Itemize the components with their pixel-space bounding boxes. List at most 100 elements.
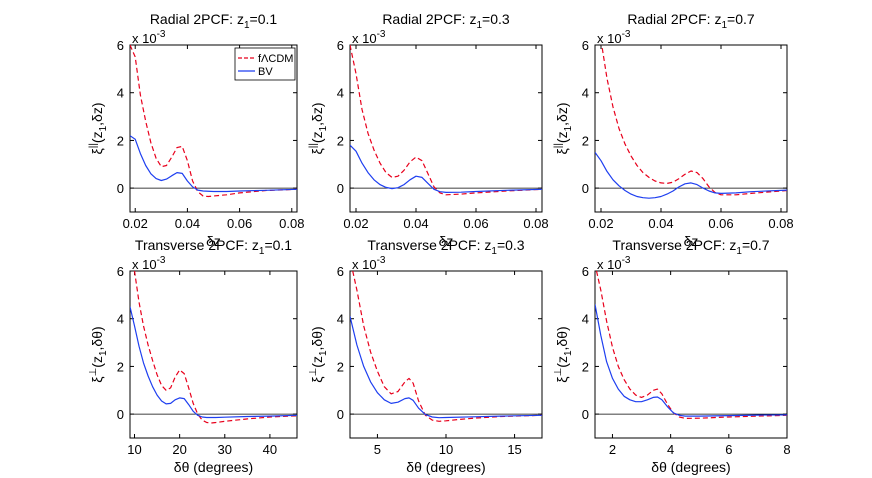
- series-line-bv: [595, 152, 787, 199]
- series-line-flcdm: [350, 45, 542, 196]
- y-exponent-label: x 10-3: [352, 29, 386, 46]
- plot-frame: [594, 270, 788, 439]
- x-axis-label: δz: [206, 233, 221, 249]
- y-tick-label: 2: [582, 359, 589, 374]
- x-tick-label: 0.06: [708, 216, 733, 231]
- y-axis-label: ξ⊥(z1,δθ): [553, 326, 574, 382]
- x-tick-label: 20: [172, 442, 186, 457]
- y-tick-label: 0: [117, 407, 124, 422]
- series-line-flcdm: [595, 271, 787, 419]
- plot-frame: [129, 270, 298, 439]
- series-line-flcdm: [133, 271, 297, 424]
- y-tick-label: 0: [117, 181, 124, 196]
- legend-box: [234, 47, 296, 81]
- y-tick-label: 6: [582, 38, 589, 53]
- series-line-flcdm: [130, 45, 297, 198]
- x-tick-label: 0.02: [588, 216, 613, 231]
- y-tick-label: 0: [337, 407, 344, 422]
- y-tick-label: 2: [117, 133, 124, 148]
- series-line-bv: [130, 135, 297, 193]
- series-line-flcdm: [352, 271, 542, 422]
- y-exponent-label: x 10-3: [132, 29, 166, 46]
- x-tick-label: 10: [439, 442, 453, 457]
- y-exponent-label: x 10-3: [597, 255, 631, 272]
- x-tick-label: 0.06: [463, 216, 488, 231]
- legend-entry: BV: [258, 66, 273, 78]
- x-axis-label: δθ (degrees): [651, 459, 730, 475]
- x-tick-label: 10: [127, 442, 141, 457]
- x-tick-label: 8: [783, 442, 790, 457]
- y-exponent-label: x 10-3: [352, 255, 386, 272]
- y-tick-label: 6: [117, 264, 124, 279]
- y-exponent-label: x 10-3: [597, 29, 631, 46]
- x-tick-label: 0.02: [123, 216, 148, 231]
- panel-title: Transverse 2PCF: z1=0.3: [367, 237, 524, 257]
- x-tick-label: 0.06: [227, 216, 252, 231]
- x-axis-label: δθ (degrees): [174, 459, 253, 475]
- y-tick-label: 2: [337, 359, 344, 374]
- x-tick-label: 30: [218, 442, 232, 457]
- plot-frame: [349, 270, 543, 439]
- legend-entry: fΛCDM: [258, 53, 293, 65]
- x-tick-label: 0.04: [175, 216, 200, 231]
- panel-title: Transverse 2PCF: z1=0.7: [612, 237, 769, 257]
- y-axis-label: ξ⊥(z1,δθ): [88, 326, 109, 382]
- plot-frame: [594, 44, 788, 213]
- series-line-flcdm: [601, 45, 787, 196]
- plot-frame: [349, 44, 543, 213]
- series-line-bv: [595, 304, 787, 417]
- y-axis-label: ξ||(z1,δz): [553, 102, 574, 154]
- y-axis-label: ξ||(z1,δz): [308, 102, 329, 154]
- x-tick-label: 0.02: [343, 216, 368, 231]
- plot-frame: [129, 44, 298, 213]
- y-tick-label: 0: [337, 181, 344, 196]
- series-line-bv: [350, 144, 542, 193]
- x-tick-label: 0.08: [768, 216, 793, 231]
- y-tick-label: 4: [337, 312, 344, 327]
- y-tick-label: 2: [582, 133, 589, 148]
- series-line-bv: [130, 306, 297, 419]
- y-tick-label: 2: [117, 359, 124, 374]
- x-tick-label: 0.04: [648, 216, 673, 231]
- y-tick-label: 4: [582, 312, 589, 327]
- x-tick-label: 0.08: [523, 216, 548, 231]
- y-exponent-label: x 10-3: [132, 255, 166, 272]
- x-tick-label: 4: [667, 442, 674, 457]
- x-tick-label: 0.04: [403, 216, 428, 231]
- panel-title: Transverse 2PCF: z1=0.1: [135, 237, 292, 257]
- x-axis-label: δθ (degrees): [406, 459, 485, 475]
- x-tick-label: 6: [725, 442, 732, 457]
- series-line-bv: [350, 316, 542, 419]
- y-tick-label: 4: [337, 86, 344, 101]
- panel-title: Radial 2PCF: z1=0.7: [627, 11, 755, 31]
- y-tick-label: 6: [117, 38, 124, 53]
- x-tick-label: 0.08: [279, 216, 304, 231]
- y-tick-label: 0: [582, 407, 589, 422]
- y-tick-label: 6: [582, 264, 589, 279]
- y-tick-label: 4: [582, 86, 589, 101]
- x-axis-label: δz: [684, 233, 699, 249]
- x-tick-label: 2: [609, 442, 616, 457]
- x-tick-label: 5: [374, 442, 381, 457]
- x-tick-label: 15: [507, 442, 521, 457]
- y-tick-label: 4: [117, 312, 124, 327]
- x-tick-label: 40: [263, 442, 277, 457]
- x-axis-label: δz: [439, 233, 454, 249]
- y-tick-label: 6: [337, 38, 344, 53]
- y-tick-label: 6: [337, 264, 344, 279]
- y-axis-label: ξ||(z1,δz): [88, 102, 109, 154]
- y-tick-label: 2: [337, 133, 344, 148]
- y-axis-label: ξ⊥(z1,δθ): [308, 326, 329, 382]
- panel-title: Radial 2PCF: z1=0.1: [150, 11, 278, 31]
- y-tick-label: 4: [117, 86, 124, 101]
- y-tick-label: 0: [582, 181, 589, 196]
- panel-title: Radial 2PCF: z1=0.3: [382, 11, 510, 31]
